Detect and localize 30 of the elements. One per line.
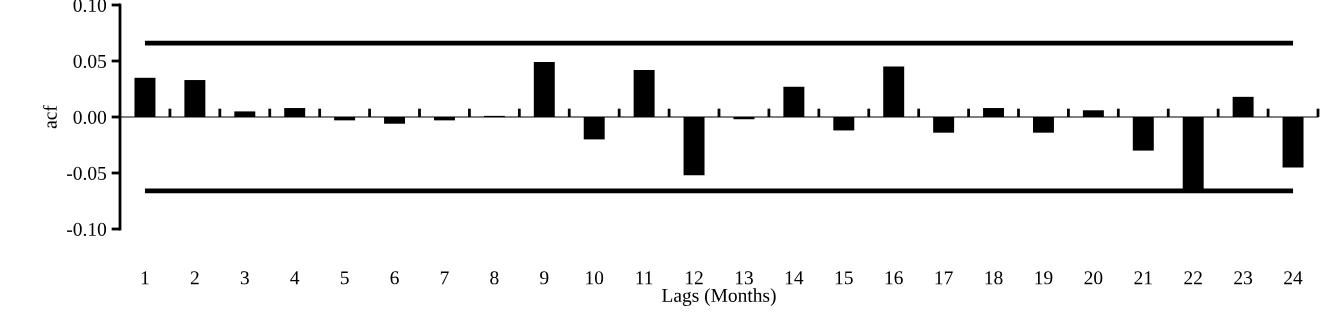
x-tick-label: 7 [440, 271, 449, 285]
y-tick-label: 0.00 [73, 110, 107, 125]
x-tick-label: 20 [1084, 271, 1103, 285]
x-tick-label: 9 [540, 271, 549, 285]
y-tick-label: -0.05 [67, 166, 107, 181]
x-tick-label: 5 [340, 271, 349, 285]
x-tick-label: 24 [1284, 271, 1303, 285]
x-tick-label: 19 [1035, 271, 1053, 285]
x-tick-label: 10 [586, 271, 604, 285]
x-tick-label: 15 [835, 271, 853, 285]
x-tick-label: 6 [390, 271, 399, 285]
x-tick-label: 8 [490, 271, 499, 285]
x-tick-label: 23 [1234, 271, 1253, 285]
x-tick-label: 14 [785, 271, 804, 285]
x-tick-label: 13 [735, 271, 753, 285]
x-tick-label: 21 [1134, 271, 1152, 285]
x-tick-label: 4 [290, 271, 300, 285]
x-tick-label: 17 [935, 271, 953, 285]
x-tick-label: 3 [240, 271, 249, 285]
x-tick-label: 12 [686, 271, 703, 285]
x-tick-label: 18 [985, 271, 1003, 285]
x-tick-label: 11 [636, 271, 653, 285]
x-tick-label: 16 [885, 271, 903, 285]
y-axis-title: acf [42, 105, 57, 129]
y-tick-label: 0.05 [73, 54, 107, 69]
x-axis-title: Lags (Months) [662, 288, 776, 306]
y-tick-label: -0.10 [67, 222, 107, 237]
x-tick-label: 1 [141, 271, 149, 285]
x-tick-label: 22 [1184, 271, 1202, 285]
x-tick-label: 2 [190, 271, 199, 285]
